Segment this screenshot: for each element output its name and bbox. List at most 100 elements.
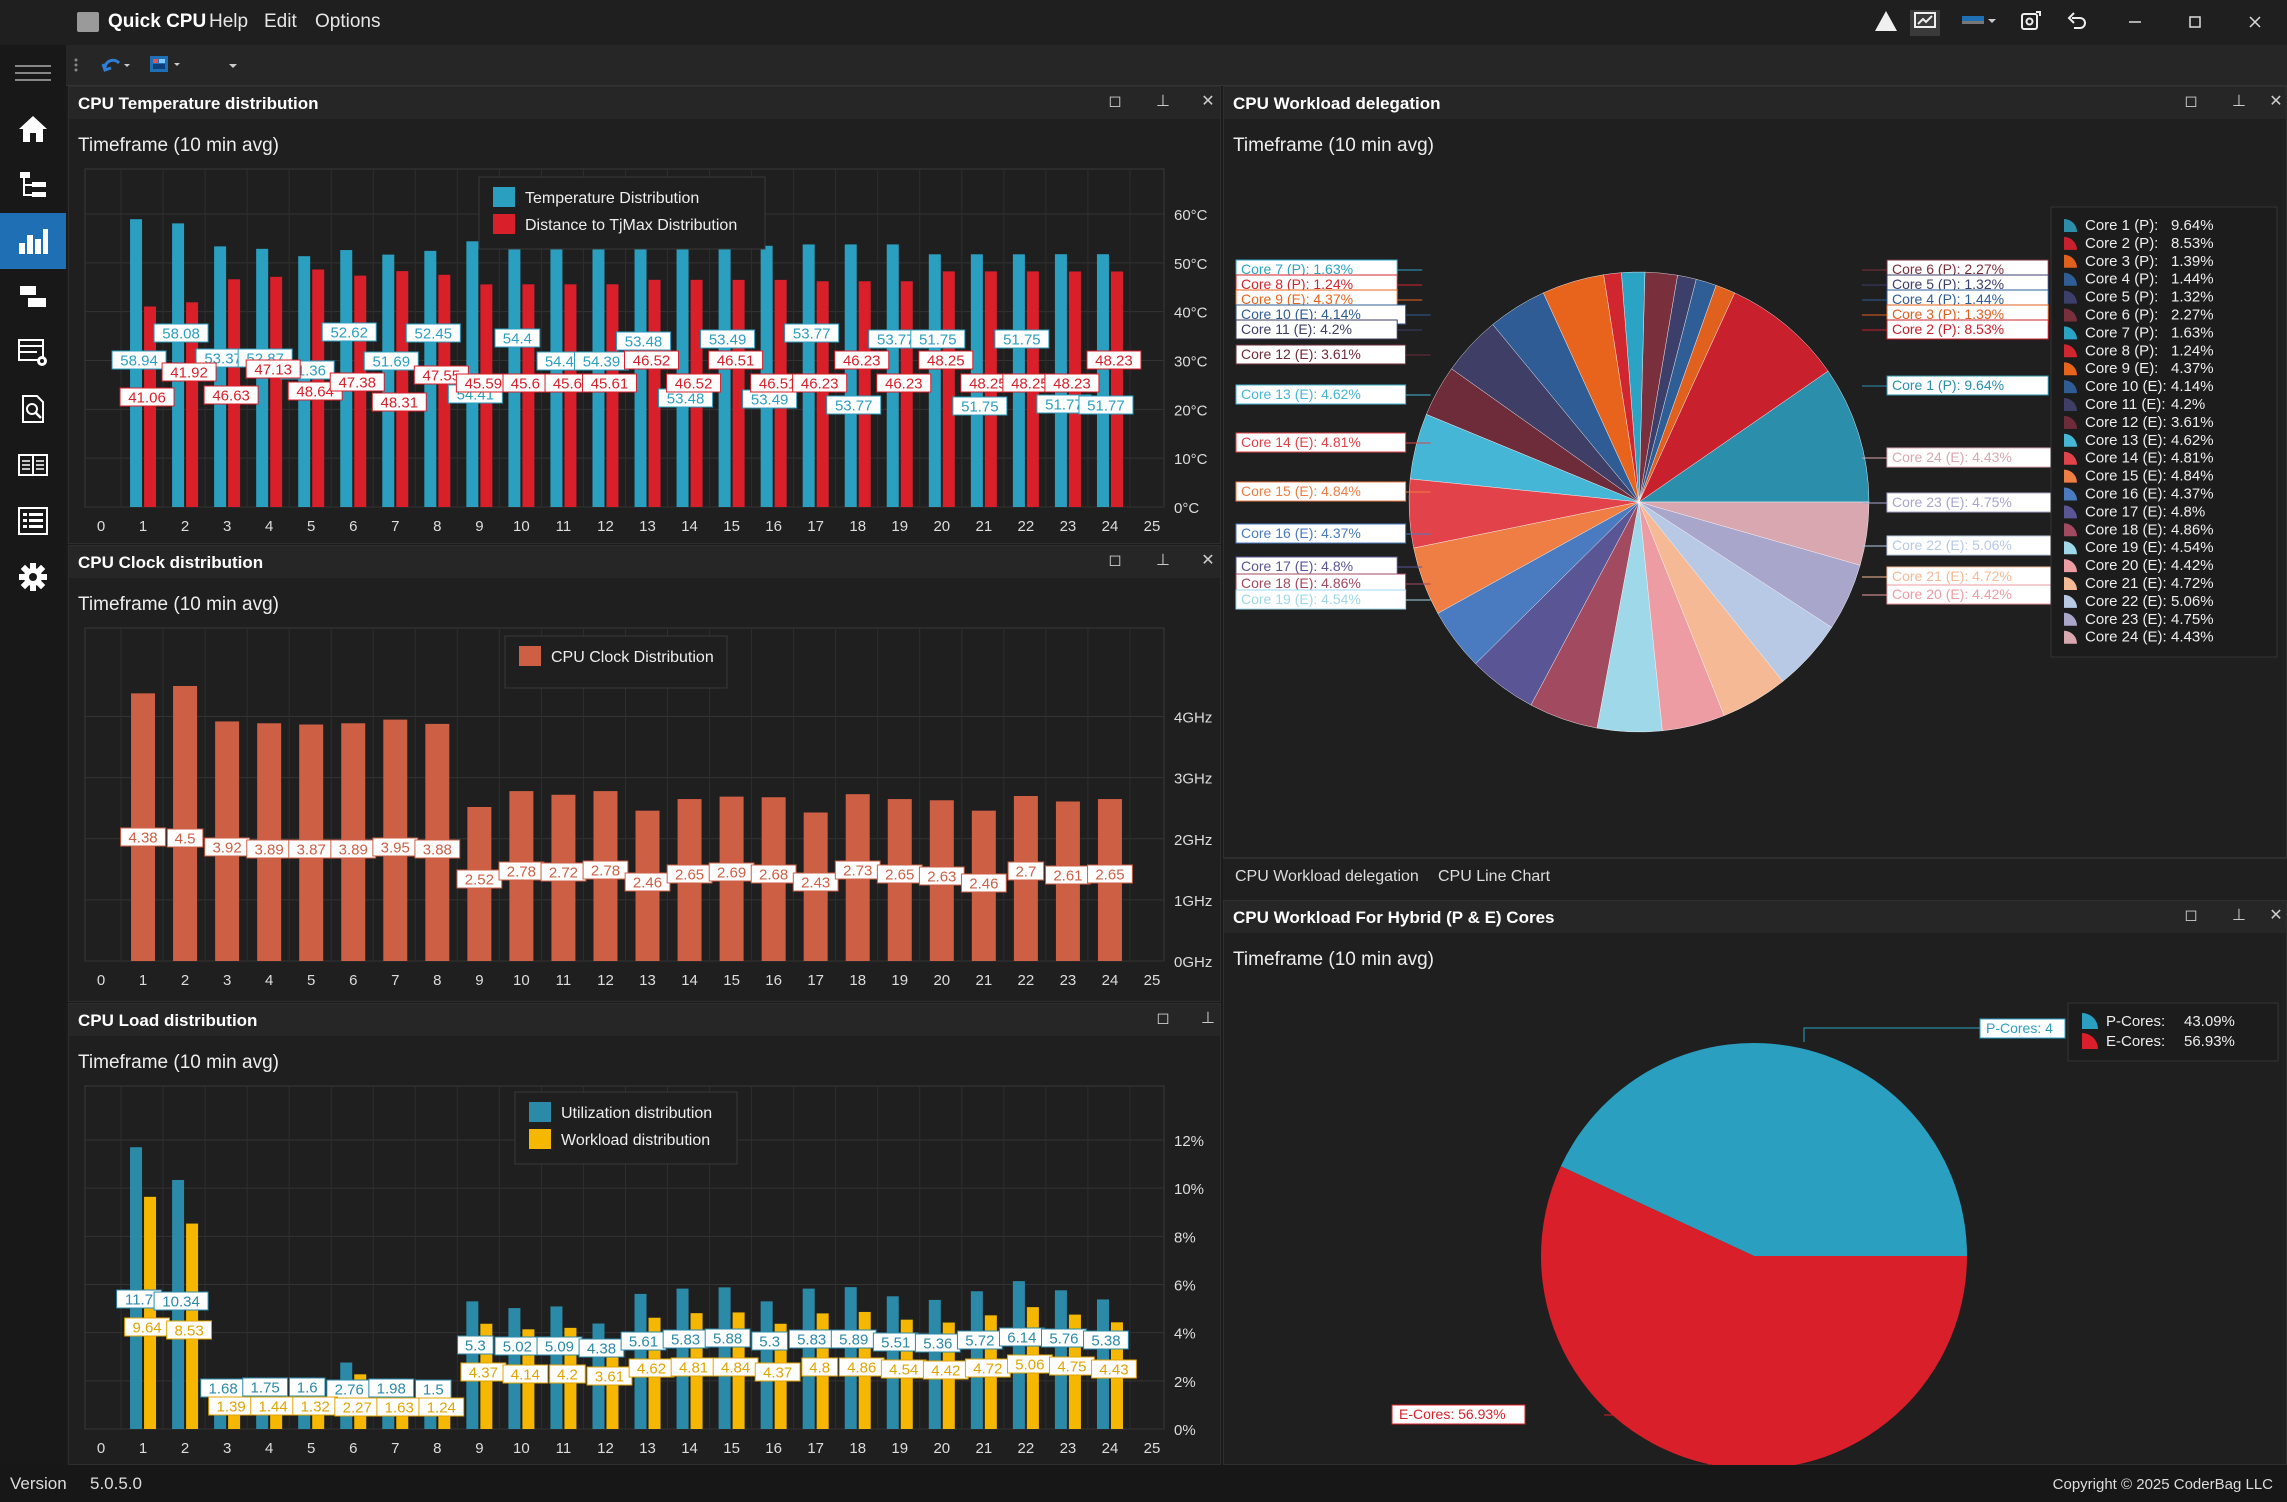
callout-label: Core 20 (E): 4.42% (1892, 586, 2012, 602)
y-tick-label: 6% (1174, 1278, 1196, 1295)
close-panel-icon[interactable]: ✕ (1201, 93, 1215, 110)
data-label-box (952, 396, 1008, 416)
maximize-panel-icon[interactable]: ◻ (2184, 907, 2198, 924)
legend-box (478, 176, 766, 250)
close-panel-icon[interactable]: ✕ (2269, 93, 2283, 110)
maximize-panel-icon[interactable]: ◻ (1108, 552, 1122, 569)
bar (131, 693, 156, 961)
layout-dropdown-icon[interactable] (148, 51, 190, 79)
undo-icon[interactable] (2062, 10, 2092, 36)
app-title: Quick CPU (108, 11, 207, 32)
gear-icon[interactable] (0, 549, 66, 605)
table-settings-icon[interactable] (0, 325, 66, 381)
legend-value: 4.72% (2171, 575, 2214, 592)
bar (1110, 271, 1123, 507)
x-tick-label: 6 (349, 1440, 357, 1457)
x-tick-label: 7 (391, 518, 399, 535)
x-tick-label: 14 (681, 518, 698, 535)
close-icon[interactable] (2240, 10, 2270, 36)
undo-dropdown-icon[interactable] (100, 53, 134, 79)
x-tick-label: 22 (1018, 518, 1035, 535)
legend-swatch (2064, 326, 2077, 340)
data-label: 2.68 (759, 867, 788, 884)
callout-box (1235, 589, 1407, 610)
data-label-box (666, 373, 722, 393)
chart-icon[interactable] (0, 213, 66, 269)
tree-icon[interactable] (0, 157, 66, 213)
data-label: 4.72 (973, 1361, 1002, 1378)
menu-help[interactable]: Help (209, 11, 249, 32)
x-tick-label: 23 (1060, 972, 1077, 989)
data-label: 47.55 (423, 368, 461, 385)
maximize-panel-icon[interactable]: ◻ (1156, 1010, 1170, 1027)
data-label: 5.88 (713, 1331, 742, 1348)
x-tick-label: 5 (307, 972, 315, 989)
legend-value: 4.86% (2171, 521, 2214, 538)
bar (144, 1196, 157, 1429)
home-icon[interactable] (0, 101, 66, 157)
bar (942, 271, 955, 507)
data-label: 5.3 (759, 1334, 780, 1351)
y-tick-label: 10% (1174, 1181, 1204, 1198)
maximize-panel-icon[interactable]: ◻ (1108, 93, 1122, 110)
columns-icon[interactable] (0, 437, 66, 493)
legend-label: Core 2 (P): (2085, 235, 2158, 252)
data-label-box (582, 860, 629, 880)
tab-line-chart[interactable]: CPU Line Chart (1438, 868, 1551, 885)
tab-workload-delegation[interactable]: CPU Workload delegation (1235, 868, 1419, 885)
theme-color-icon[interactable] (1958, 10, 2002, 36)
search-document-icon[interactable] (0, 381, 66, 437)
data-label-box (1007, 861, 1045, 881)
data-label: 2.52 (465, 872, 494, 889)
data-label-box (792, 373, 848, 393)
data-label: 4.2 (557, 1367, 578, 1384)
minimize-icon[interactable] (2120, 10, 2150, 36)
menu-icon[interactable] (0, 45, 66, 101)
legend-swatch (2064, 451, 2077, 465)
x-tick-label: 7 (391, 972, 399, 989)
menu-edit[interactable]: Edit (264, 11, 297, 32)
menu-options[interactable]: Options (315, 11, 381, 32)
data-label: 2.61 (1053, 868, 1082, 885)
data-label: 2.78 (591, 863, 620, 880)
data-label: 1.98 (377, 1381, 406, 1398)
settings-refresh-icon[interactable] (2016, 10, 2046, 36)
data-label: 46.63 (212, 388, 250, 405)
tab-strip: CPU Workload delegation CPU Line Chart (1223, 858, 2287, 900)
maximize-panel-icon[interactable]: ◻ (2184, 93, 2198, 110)
data-label: 5.06 (1015, 1357, 1044, 1374)
data-label: 46.51 (717, 353, 755, 370)
x-tick-label: 18 (849, 1440, 866, 1457)
pin-icon[interactable]: ⊥ (1201, 1010, 1215, 1027)
layout-icon[interactable] (0, 269, 66, 325)
x-tick-label: 0 (97, 972, 105, 989)
data-label-box (994, 329, 1050, 349)
temperature-chart: 0°C10°C20°C30°C40°C50°C60°C0 1 2 3 4 5 6 7 8 9 10 1… (84, 168, 1208, 535)
pin-icon[interactable]: ⊥ (1156, 93, 1170, 110)
close-panel-icon[interactable]: ✕ (1201, 552, 1215, 569)
close-panel-icon[interactable]: ✕ (2269, 907, 2283, 924)
x-tick-label: 25 (1144, 972, 1161, 989)
pin-icon[interactable]: ⊥ (2232, 907, 2246, 924)
legend-label: Core 1 (P): (2085, 217, 2158, 234)
callout-box (1391, 1404, 1526, 1425)
pie-slice (1638, 292, 1829, 503)
toolbar-overflow-icon[interactable] (226, 59, 240, 73)
x-tick-label: 2 (181, 1440, 189, 1457)
pin-icon[interactable]: ⊥ (1156, 552, 1170, 569)
legend-swatch (2064, 272, 2077, 286)
data-label-box (368, 1378, 415, 1398)
screenshot-icon[interactable] (1910, 10, 1940, 36)
x-tick-label: 9 (475, 972, 483, 989)
data-label: 4.38 (587, 1341, 616, 1358)
data-label-box (371, 392, 427, 412)
data-label-box (203, 385, 259, 405)
warning-triangle-icon[interactable] (1871, 10, 1901, 36)
data-label-box (153, 1291, 209, 1311)
maximize-icon[interactable] (2180, 10, 2210, 36)
y-tick-label: 1GHz (1174, 893, 1212, 910)
list-icon[interactable] (0, 493, 66, 549)
legend-swatch (2064, 559, 2077, 573)
data-label: 51.77 (1087, 398, 1125, 415)
pin-icon[interactable]: ⊥ (2232, 93, 2246, 110)
